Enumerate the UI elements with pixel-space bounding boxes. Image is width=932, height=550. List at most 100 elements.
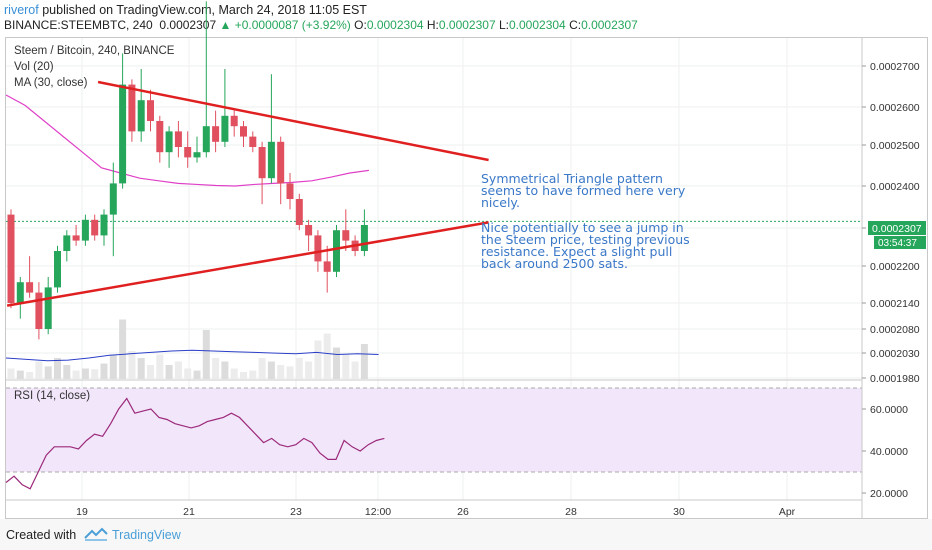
footer: Created with TradingView [0, 519, 932, 550]
current-price: 0.0002307 [159, 18, 217, 32]
price-tick-label: 0.0002080 [870, 324, 920, 336]
candle-body [230, 115, 238, 127]
candle-body [91, 219, 99, 236]
tradingview-brand[interactable]: TradingView [112, 528, 181, 542]
candle-body [267, 141, 275, 179]
volume-bar [305, 361, 313, 379]
candle-body [63, 235, 71, 251]
volume-bar [119, 319, 127, 379]
note2-line: back around 2500 sats. [481, 256, 628, 271]
candle-body [212, 126, 220, 142]
volume-bar [128, 351, 136, 379]
candle-body [119, 84, 127, 184]
candle-body [44, 287, 52, 329]
note1-line: nicely. [481, 195, 520, 210]
candle-body [258, 147, 266, 179]
volume-bar [277, 365, 285, 379]
time-tick-label: 28 [565, 506, 577, 518]
volume-bar [249, 370, 257, 379]
price-tick-label: 0.0002700 [870, 61, 920, 73]
volume-bar [165, 365, 173, 379]
volume-bar [16, 370, 24, 379]
volume-bar [323, 333, 331, 379]
volume-bar [342, 354, 350, 379]
trendlines[interactable] [6, 80, 489, 307]
candle-body [323, 261, 331, 272]
candle-body [193, 152, 201, 158]
volume-bar [109, 354, 117, 379]
author-link[interactable]: riverof [4, 3, 39, 17]
note2-line: Nice potentially to see a jump in [481, 220, 684, 235]
candle-body [342, 230, 350, 241]
open-value: 0.0002304 [366, 18, 424, 32]
countdown-tag [874, 236, 926, 249]
annotation-note-2[interactable]: Nice potentially to see a jump in the St… [481, 220, 690, 271]
volume-bar [240, 372, 247, 379]
price-tag-value: 0.0002307 [872, 223, 922, 235]
volume-bar [267, 361, 275, 379]
candle-body [72, 235, 80, 241]
time-tick-label: 30 [673, 506, 685, 518]
publish-line: riverof published on TradingView.com, Ma… [4, 3, 367, 17]
volume-bar [184, 368, 192, 379]
volume-bar [54, 358, 61, 379]
volume-ma-line [5, 349, 379, 362]
ma30-line [5, 94, 369, 187]
candle-body [109, 183, 117, 215]
candle-body [147, 100, 154, 121]
volume-bar [174, 361, 182, 379]
candle-body [286, 183, 294, 199]
candle-body [333, 230, 340, 272]
rsi-legend: RSI (14, close) [14, 390, 90, 402]
volume-bar [81, 368, 89, 379]
legend-ma: MA (30, close) [14, 77, 88, 89]
close-value: 0.0002307 [581, 18, 638, 32]
volume-bar [258, 358, 266, 379]
candle-body [202, 126, 210, 153]
up-arrow-icon: ▲ [219, 18, 232, 32]
candle-body [100, 214, 108, 236]
rsi-scale[interactable]: 60.0000 40.0000 20.0000 [862, 404, 908, 500]
price-tick-label: 0.0001980 [870, 373, 920, 385]
annotation-note-1[interactable]: Symmetrical Triangle pattern seems to ha… [481, 171, 686, 210]
volume-bar [147, 365, 154, 379]
time-tick-label: Apr [779, 506, 796, 518]
symbol-label: BINANCE:STEEMBTC, 240 [4, 18, 153, 32]
created-with-label: Created with [6, 528, 77, 542]
rsi-tick-label: 60.0000 [870, 404, 908, 416]
candle-body [16, 282, 24, 303]
time-tick-label: 12:00 [365, 506, 391, 518]
volume-bar [193, 370, 201, 379]
tradingview-logo-icon[interactable] [84, 527, 108, 546]
time-scale[interactable]: 19 21 23 12:00 26 28 30 Apr [76, 506, 796, 518]
note1-line: seems to have formed here very [481, 183, 686, 198]
ohlc-line: BINANCE:STEEMBTC, 240 0.0002307 ▲ +0.000… [4, 18, 638, 32]
low-value: 0.0002304 [508, 18, 566, 32]
note1-line: Symmetrical Triangle pattern [481, 171, 663, 186]
chart-frame [5, 37, 928, 519]
candle-body [128, 84, 136, 132]
volume-bars [7, 319, 368, 379]
chart-canvas[interactable]: 0.0002700 0.0002600 0.0002500 0.0002400 0.00… [0, 0, 932, 519]
open-label: O: [354, 18, 367, 32]
candle-body [295, 199, 303, 225]
candle-body [277, 141, 285, 184]
candle-body [165, 131, 173, 153]
price-tick-label: 0.0002030 [870, 348, 920, 360]
price-tick-label: 0.0002600 [870, 102, 920, 114]
rsi-tick-label: 20.0000 [870, 488, 908, 500]
price-tick-label: 0.0002500 [870, 140, 920, 152]
candle-body [35, 292, 43, 329]
volume-bar [91, 369, 99, 379]
candle-body [305, 225, 313, 236]
volume-bar [156, 354, 164, 379]
candle-body [314, 235, 322, 262]
trendline [97, 80, 489, 162]
candle-body [7, 214, 15, 303]
note2-line: resistance. Expect a slight pull [481, 244, 672, 259]
volume-bar [63, 365, 71, 379]
candle-body [240, 126, 247, 137]
time-tick-label: 21 [183, 506, 195, 518]
trendline [6, 221, 489, 307]
legend-volume: Vol (20) [14, 61, 54, 73]
